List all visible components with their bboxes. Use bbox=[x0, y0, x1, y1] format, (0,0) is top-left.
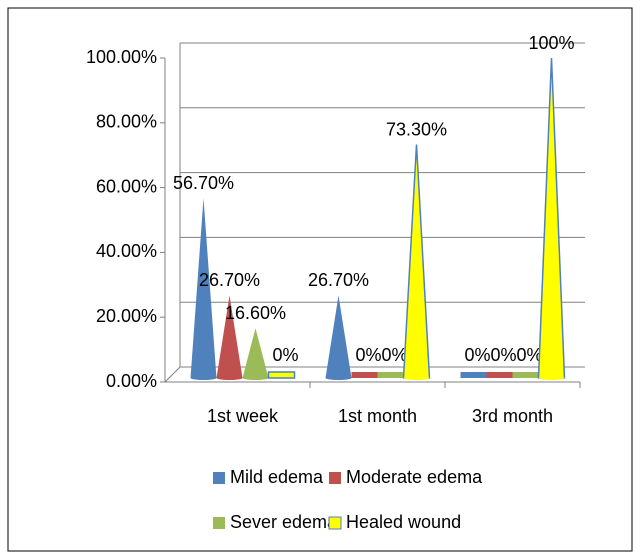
x-tick-label: 1st month bbox=[338, 406, 417, 426]
cone bbox=[190, 198, 217, 378]
data-label: 73.30% bbox=[386, 119, 447, 139]
data-label: 0% bbox=[516, 345, 542, 365]
cone bbox=[460, 372, 487, 378]
cone-base bbox=[242, 376, 269, 380]
cone bbox=[512, 372, 539, 378]
legend-swatch bbox=[213, 517, 225, 529]
floor-side bbox=[164, 366, 181, 383]
data-label: 0% bbox=[272, 345, 298, 365]
y-tick-label: 60.00% bbox=[96, 176, 157, 196]
cone-base bbox=[190, 376, 217, 380]
cone bbox=[216, 295, 243, 378]
cone bbox=[351, 372, 378, 378]
data-label: 26.70% bbox=[308, 270, 369, 290]
data-label: 0% bbox=[355, 345, 381, 365]
cone bbox=[242, 328, 269, 378]
legend-swatch bbox=[329, 472, 341, 484]
data-label: 0% bbox=[490, 345, 516, 365]
y-tick-label: 0.00% bbox=[106, 371, 157, 391]
legend-swatch bbox=[213, 472, 225, 484]
cone bbox=[325, 295, 352, 378]
legend-label: Sever edema bbox=[230, 512, 338, 532]
legend-label: Mild edema bbox=[230, 467, 324, 487]
chart-frame bbox=[7, 7, 633, 552]
y-tick-label: 80.00% bbox=[96, 112, 157, 132]
legend-label: Healed wound bbox=[346, 512, 461, 532]
y-tick-label: 100.00% bbox=[86, 47, 157, 67]
x-tick-label: 1st week bbox=[207, 406, 279, 426]
data-label: 0% bbox=[464, 345, 490, 365]
data-label: 26.70% bbox=[199, 270, 260, 290]
cone bbox=[377, 372, 404, 378]
cone-base bbox=[216, 376, 243, 380]
cone-base bbox=[403, 376, 430, 380]
cone-base bbox=[538, 376, 565, 380]
legend-swatch bbox=[328, 516, 342, 530]
legend-label: Moderate edema bbox=[346, 467, 483, 487]
data-label: 56.70% bbox=[173, 173, 234, 193]
data-label: 16.60% bbox=[225, 303, 286, 323]
y-tick-label: 40.00% bbox=[96, 241, 157, 261]
cone-base bbox=[325, 376, 352, 380]
cone bbox=[486, 372, 513, 378]
data-label: 100% bbox=[528, 33, 574, 53]
x-tick-label: 3rd month bbox=[472, 406, 553, 426]
data-label: 0% bbox=[381, 345, 407, 365]
cone bbox=[267, 371, 296, 379]
y-tick-label: 20.00% bbox=[96, 306, 157, 326]
